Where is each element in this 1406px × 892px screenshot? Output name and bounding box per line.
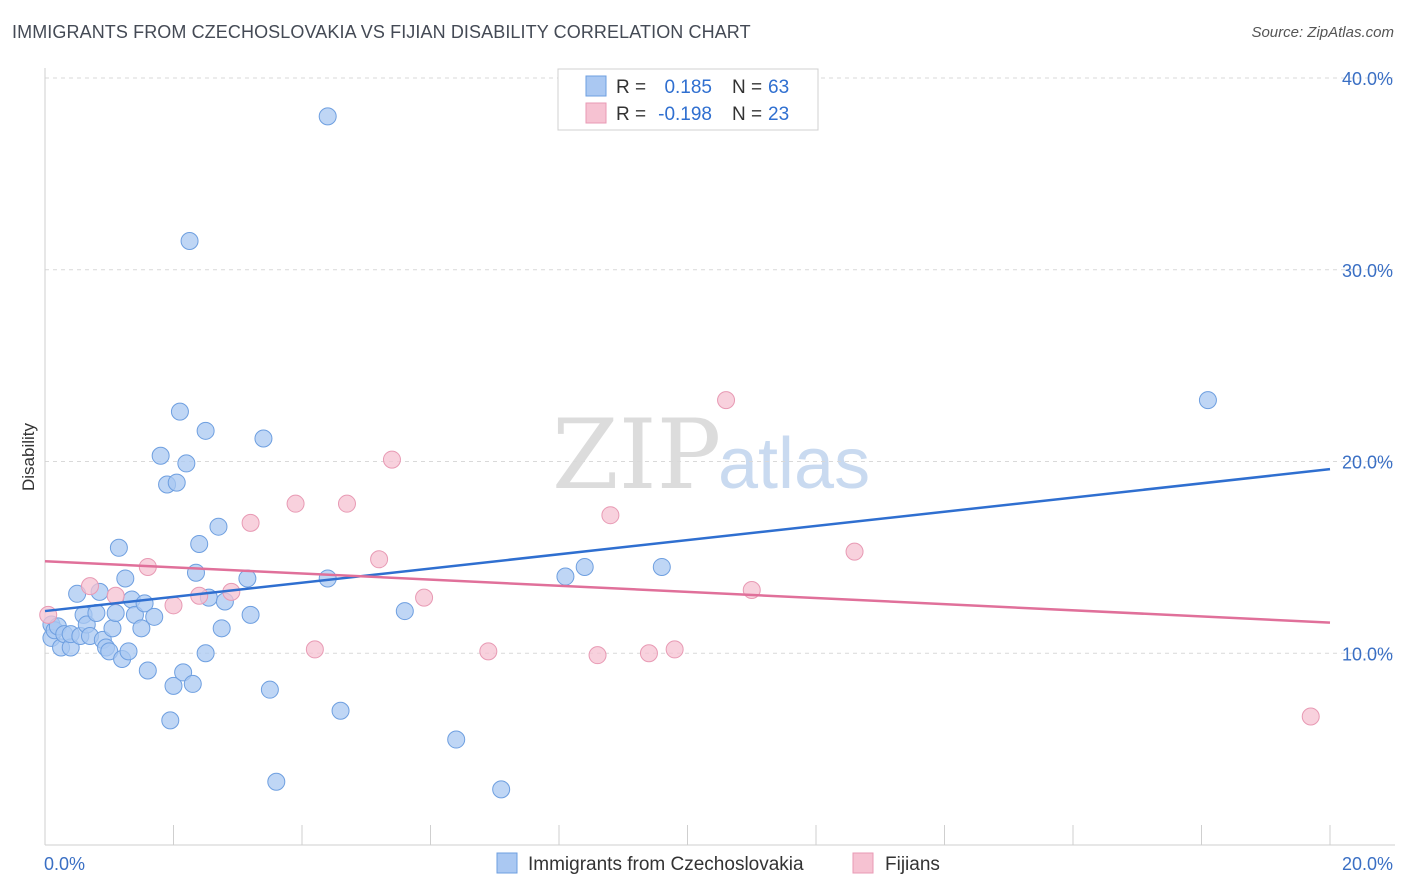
czechoslovakia-point (190, 534, 209, 553)
fijians-point (305, 640, 324, 659)
czechoslovakia-point (174, 663, 193, 682)
czechoslovakia-point (186, 563, 205, 582)
stats-legend: R = 0.185 N = 63 R = -0.198 N = 23 (557, 68, 819, 131)
czechoslovakia-point (119, 642, 138, 661)
x-tick-label-max: 20.0% (1342, 854, 1393, 874)
czechoslovakia-point (109, 538, 128, 557)
watermark-zip: ZIP (552, 399, 721, 511)
fijians-point (164, 596, 183, 615)
czechoslovakia-point (238, 569, 257, 588)
fijians-point (80, 577, 99, 596)
czechoslovakia-point (267, 772, 286, 791)
fijians-point (479, 642, 498, 661)
czechoslovakia-point (196, 421, 215, 440)
czechoslovakia-point (164, 676, 183, 695)
fijians-point (415, 588, 434, 607)
y-tick-label: 30.0% (1342, 261, 1393, 281)
czechoslovakia-point (180, 231, 199, 250)
czechoslovakia-point (575, 557, 594, 576)
czechoslovakia-point (260, 680, 279, 699)
stats-legend-n-label-blue: N = (732, 77, 762, 98)
czechoslovakia-point (212, 619, 231, 638)
fijians-point (241, 513, 260, 532)
stats-legend-n-value-pink: 23 (768, 104, 789, 125)
czechoslovakia-point (138, 661, 157, 680)
stats-legend-r-label-blue: R = (616, 77, 646, 98)
series-czechoslovakia-points (42, 107, 1217, 799)
czechoslovakia-point (151, 446, 170, 465)
fijians-point (639, 644, 658, 663)
czechoslovakia-point (106, 603, 125, 622)
stats-legend-swatch-blue (585, 75, 607, 97)
series-legend-swatch-fijians (852, 852, 874, 874)
czechoslovakia-point (103, 619, 122, 638)
czechoslovakia-point (196, 644, 215, 663)
series-legend-label-czechoslovakia: Immigrants from Czechoslovakia (528, 854, 804, 875)
x-axis-tick-labels: 0.0% 20.0% (44, 854, 1393, 874)
series-legend-swatch-czechoslovakia (496, 852, 518, 874)
fijians-point (370, 550, 389, 569)
series-legend-label-fijians: Fijians (885, 854, 940, 875)
y-tick-label: 10.0% (1342, 644, 1393, 664)
czechoslovakia-point (183, 674, 202, 693)
chart-title: IMMIGRANTS FROM CZECHOSLOVAKIA VS FIJIAN… (12, 22, 751, 42)
fijians-point (588, 646, 607, 665)
axes (44, 68, 1395, 846)
series-legend: Immigrants from Czechoslovakia Fijians (496, 852, 940, 875)
czechoslovakia-point (241, 605, 260, 624)
czechoslovakia-point (145, 607, 164, 626)
czechoslovakia-point (652, 557, 671, 576)
czechoslovakia-point (177, 454, 196, 473)
czechoslovakia-point (116, 569, 135, 588)
watermark: ZIP atlas (552, 399, 870, 511)
fijians-point (286, 494, 305, 513)
fijians-point (1301, 707, 1320, 726)
czechoslovakia-point (331, 701, 350, 720)
czechoslovakia-point (492, 780, 511, 799)
stats-legend-r-label-pink: R = (616, 104, 646, 125)
czechoslovakia-point (447, 730, 466, 749)
stats-legend-n-value-blue: 63 (768, 77, 789, 98)
stats-legend-r-value-pink: -0.198 (658, 104, 712, 125)
trend-lines (44, 467, 1331, 624)
y-tick-label: 20.0% (1342, 453, 1393, 473)
fijians-point (601, 506, 620, 525)
czechoslovakia-point (161, 711, 180, 730)
y-tick-label: 40.0% (1342, 69, 1393, 89)
gridlines (45, 77, 1395, 654)
czechoslovakia-point (318, 107, 337, 126)
fijians-point (337, 494, 356, 513)
czechoslovakia-point (556, 567, 575, 586)
fijians-point (382, 450, 401, 469)
fijians-point (717, 391, 736, 410)
fijians-point (845, 542, 864, 561)
czechoslovakia-point (254, 429, 273, 448)
stats-legend-n-label-pink: N = (732, 104, 762, 125)
stats-legend-swatch-pink (585, 102, 607, 124)
watermark-atlas: atlas (718, 424, 870, 504)
czechoslovakia-point (395, 602, 414, 621)
stats-legend-r-value-blue: 0.185 (664, 77, 712, 98)
x-tick-label-min: 0.0% (44, 854, 85, 874)
czechoslovakia-point (167, 473, 186, 492)
fijians-trend-line (44, 559, 1331, 624)
y-axis-title: Disability (19, 422, 38, 491)
source-credit: Source: ZipAtlas.com (1251, 24, 1394, 41)
series-fijians-points (39, 391, 1320, 726)
czechoslovakia-point (170, 402, 189, 421)
y-axis-tick-labels: 10.0% 20.0% 30.0% 40.0% (1342, 69, 1393, 664)
czechoslovakia-point (1198, 391, 1217, 410)
czechoslovakia-point (132, 619, 151, 638)
x-axis-ticks (44, 825, 1331, 845)
czechoslovakia-point (209, 517, 228, 536)
fijians-point (665, 640, 684, 659)
czechoslovakia-trend-line (44, 467, 1331, 613)
